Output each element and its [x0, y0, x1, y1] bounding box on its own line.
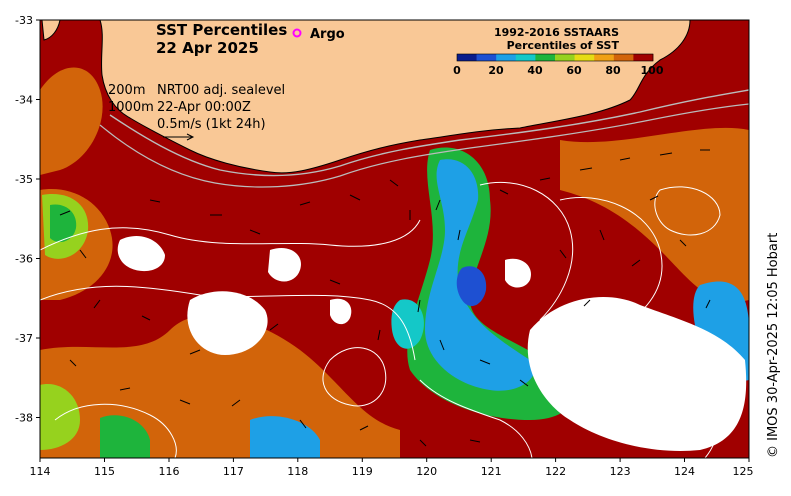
x-tick-label: 116 [159, 465, 180, 478]
y-tick-label: -37 [15, 332, 33, 345]
no-data-area [505, 258, 531, 288]
x-tick-label: 125 [733, 465, 754, 478]
no-data-area [330, 298, 352, 325]
colorbar-cell [535, 54, 556, 61]
colorbar-cell [594, 54, 615, 61]
west-green-core [50, 204, 77, 243]
x-axis: 114 115 116 117 118 119 120 121 122 123 … [30, 458, 754, 478]
y-tick-label: -35 [15, 173, 33, 186]
depth-label-1000m: 1000m [108, 100, 154, 115]
plot-area [40, 20, 749, 458]
colorbar-cell [476, 54, 497, 61]
x-tick-label: 119 [352, 465, 373, 478]
colorbar-cell [555, 54, 575, 61]
y-axis: -33 -34 -35 -36 -37 -38 [15, 14, 40, 425]
y-tick-label: -33 [15, 14, 33, 27]
plot-frame [39, 19, 750, 459]
cool-patch-teal [391, 299, 424, 349]
no-data-area [527, 297, 747, 451]
colorbar-tick: 60 [566, 64, 582, 77]
map-date: 22 Apr 2025 [156, 39, 259, 57]
x-tick-label: 118 [287, 465, 308, 478]
y-tick-label: -34 [15, 94, 33, 107]
scale-arrow-icon [163, 133, 195, 141]
x-tick-label: 124 [674, 465, 695, 478]
nrt-label: NRT00 adj. sealevel [157, 83, 285, 98]
colorbar: 1992-2016 SSTAARS Percentiles of SST 0 2… [453, 26, 664, 77]
x-tick-label: 115 [94, 465, 115, 478]
south-green-patch [100, 415, 150, 458]
orange-region [560, 127, 749, 302]
x-tick-label: 121 [481, 465, 502, 478]
no-data-area [117, 235, 165, 272]
isobath-1000m [99, 103, 749, 188]
colorbar-cell [633, 54, 654, 61]
colorbar-title: 1992-2016 SSTAARS [494, 26, 619, 39]
colorbar-cell [613, 54, 634, 61]
colorbar-cell [496, 54, 517, 61]
colorbar-cells [457, 54, 654, 61]
no-data-area [268, 247, 301, 282]
no-data-area [187, 291, 268, 355]
colorbar-cell [574, 54, 595, 61]
current-vectors [59, 149, 711, 447]
colorbar-tick: 100 [641, 64, 664, 77]
scale-label: 0.5m/s (1kt 24h) [157, 117, 266, 132]
x-tick-label: 123 [610, 465, 631, 478]
x-tick-label: 117 [223, 465, 244, 478]
x-tick-label: 120 [416, 465, 437, 478]
colorbar-cell [515, 54, 536, 61]
cool-plume-cyan [425, 159, 535, 391]
colorbar-subtitle: Percentiles of SST [507, 39, 620, 52]
south-cyan-patch [250, 416, 320, 458]
x-tick-label: 122 [545, 465, 566, 478]
x-tick-label: 114 [30, 465, 51, 478]
colorbar-cell [457, 54, 477, 61]
depth-label-200m: 200m [108, 83, 145, 98]
nrt-time-label: 22-Apr 00:00Z [157, 100, 251, 115]
cool-plume-blue [456, 266, 487, 307]
isobath-200m [109, 89, 749, 177]
colorbar-tick: 40 [527, 64, 543, 77]
map-title: SST Percentiles [156, 21, 287, 39]
colorbar-tick: 0 [453, 64, 461, 77]
credit-text: © IMOS 30-Apr-2025 12:05 Hobart [766, 232, 781, 458]
y-tick-label: -38 [15, 412, 33, 425]
colorbar-tick: 80 [605, 64, 621, 77]
y-tick-label: -36 [15, 253, 33, 266]
sealevel-contours [40, 181, 721, 458]
colorbar-tick: 20 [488, 64, 504, 77]
orange-region [40, 67, 103, 175]
argo-marker-icon [292, 28, 302, 38]
argo-label: Argo [310, 27, 345, 42]
colorbar-frame [456, 53, 654, 62]
south-green-patch [40, 384, 80, 450]
